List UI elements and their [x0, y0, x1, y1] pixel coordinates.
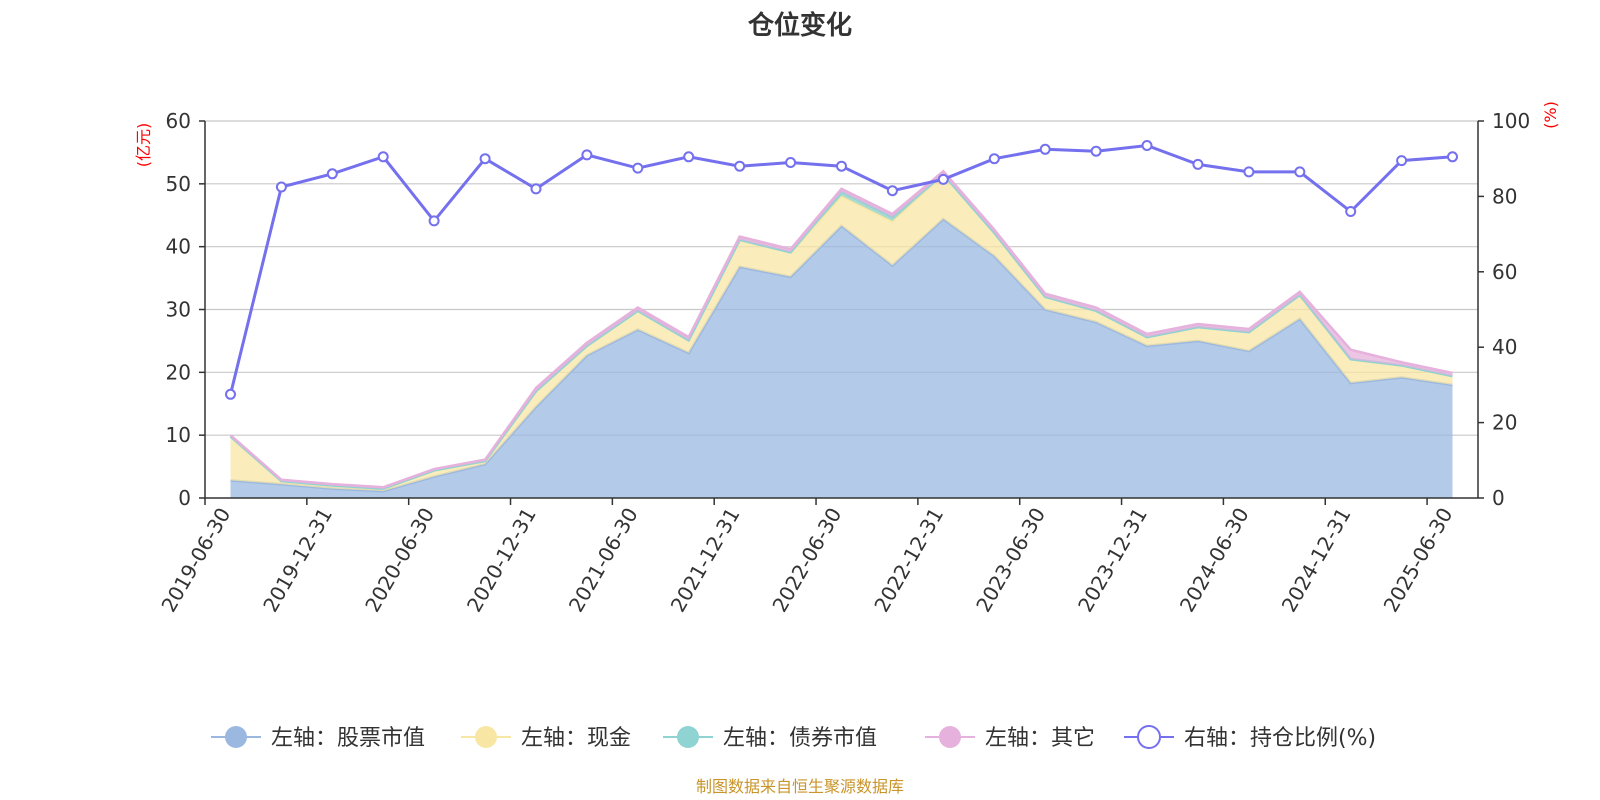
legend-marker [939, 726, 961, 748]
holding-ratio-point [632, 162, 644, 174]
right-tick-label: 40 [1492, 335, 1517, 359]
holding-ratio-point [988, 153, 1000, 165]
left-tick-label: 40 [166, 235, 191, 259]
holding-ratio-point [1090, 145, 1102, 157]
stacked-areas [229, 169, 1453, 498]
x-tick-label: 2019-12-31 [258, 504, 337, 617]
holding-ratio-point [275, 181, 287, 193]
holding-ratio-point [785, 157, 797, 168]
left-tick-label: 30 [166, 298, 191, 322]
holding-ratio-point [836, 160, 847, 172]
left-tick-label: 10 [166, 423, 191, 447]
x-tick-label: 2023-12-31 [1073, 504, 1152, 617]
area-top-line [229, 169, 1453, 489]
legend-label: 左轴：股票市值 [271, 726, 425, 751]
x-tick-label: 2024-06-30 [1175, 504, 1254, 617]
legend-label: 左轴：债券市值 [723, 726, 877, 751]
left-tick-label: 0 [178, 486, 191, 510]
right-tick-label: 80 [1492, 184, 1517, 208]
holding-ratio-point [1294, 166, 1306, 178]
legend-label: 右轴：持仓比例(%) [1184, 726, 1376, 751]
left-axis-unit: (亿元) [134, 123, 153, 168]
holding-ratio-point [225, 388, 236, 400]
legend-marker [225, 726, 247, 748]
x-tick-label: 2021-12-31 [666, 504, 745, 617]
legend-marker [1137, 725, 1161, 749]
legend-marker [475, 726, 497, 748]
legend-marker [677, 726, 699, 748]
chart-title: 仓位变化 [747, 10, 852, 41]
left-tick-label: 60 [166, 109, 191, 133]
x-tick-label: 2022-12-31 [869, 504, 948, 617]
legend: 左轴：股票市值 左轴：现金 左轴：债券市值 左轴：其它 右轴：持仓比例(%) [211, 725, 1376, 751]
holding-ratio-point [479, 153, 491, 165]
right-tick-label: 60 [1492, 260, 1517, 284]
x-tick-label: 2025-06-30 [1379, 504, 1458, 617]
data-source-note: 制图数据来自恒生聚源数据库 [696, 777, 904, 796]
holding-ratio-point [326, 168, 338, 180]
holding-ratio-point [937, 173, 949, 185]
holding-ratio-point [1039, 143, 1051, 155]
holding-ratio-point [1396, 155, 1408, 167]
area-fill [230, 219, 1453, 498]
holding-ratio-point [530, 183, 542, 195]
x-tick-label: 2022-06-30 [767, 504, 846, 617]
holding-ratio-point [1141, 140, 1153, 151]
holding-ratio-point [377, 151, 389, 163]
x-tick-label: 2023-06-30 [971, 504, 1050, 617]
left-tick-label: 50 [166, 172, 191, 196]
area-fill [230, 174, 1453, 492]
holding-ratio-point [1447, 151, 1458, 163]
x-tick-label: 2020-06-30 [360, 504, 439, 617]
holding-ratio-point [1345, 206, 1357, 217]
holding-ratio-point [581, 149, 593, 161]
right-axis-unit: (%) [1541, 101, 1560, 129]
x-tick-label: 2019-06-30 [156, 504, 235, 617]
legend-label: 左轴：现金 [521, 726, 631, 751]
x-tick-label: 2021-06-30 [564, 504, 643, 617]
holding-ratio-point [683, 151, 695, 163]
holding-ratio-point [734, 160, 746, 172]
right-tick-label: 0 [1492, 486, 1505, 510]
x-tick-label: 2024-12-31 [1277, 504, 1356, 617]
x-tick-label: 2020-12-31 [462, 504, 541, 617]
right-tick-label: 100 [1492, 109, 1530, 133]
right-tick-label: 20 [1492, 411, 1517, 435]
legend-label: 左轴：其它 [985, 726, 1095, 751]
holding-ratio-series [225, 140, 1458, 400]
holding-ratio-point [1192, 158, 1204, 170]
left-tick-label: 20 [166, 360, 191, 384]
holding-ratio-point [886, 185, 898, 197]
holding-ratio-point [1243, 166, 1255, 178]
holding-ratio-point [428, 215, 440, 227]
